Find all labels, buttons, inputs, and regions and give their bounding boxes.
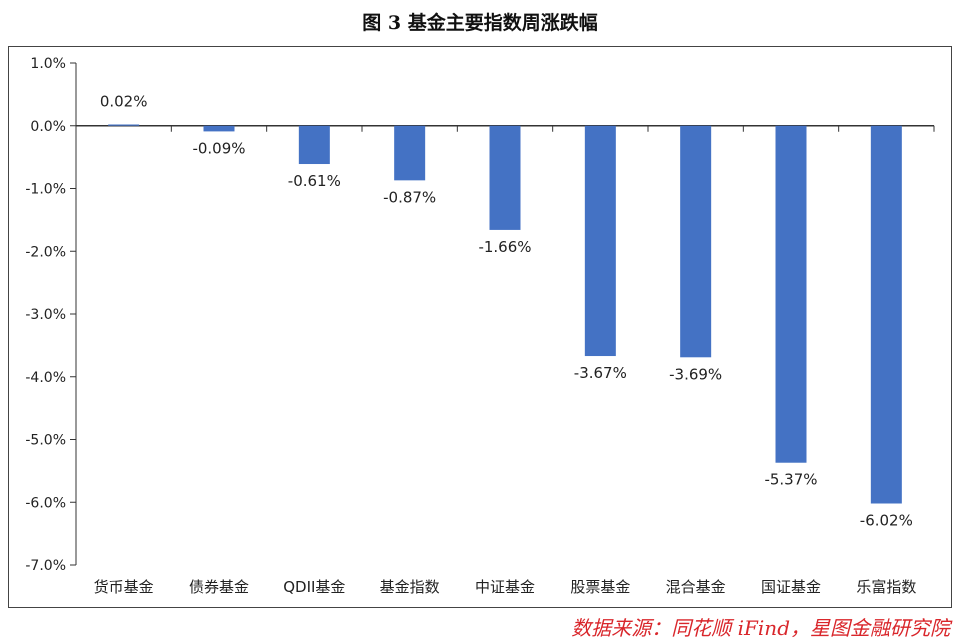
data-label: -0.61%: [288, 172, 341, 190]
category-label: 货币基金: [94, 578, 154, 596]
bar: [108, 124, 140, 126]
data-label: -0.87%: [383, 188, 436, 206]
category-label: 基金指数: [380, 578, 440, 596]
category-label: 混合基金: [666, 578, 726, 596]
y-tick-label: 0.0%: [30, 119, 66, 135]
category-label: 中证基金: [475, 578, 535, 596]
y-tick-label: 1.0%: [30, 56, 66, 72]
data-label: -6.02%: [860, 512, 913, 530]
y-tick-label: -6.0%: [25, 495, 66, 511]
category-label: 股票基金: [570, 578, 630, 596]
chart-title: 图 3 基金主要指数周涨跌幅: [362, 12, 598, 34]
category-label: 国证基金: [761, 578, 821, 596]
data-label: -3.69%: [669, 365, 722, 383]
data-label: -1.66%: [478, 238, 531, 256]
category-label: QDII基金: [283, 578, 345, 596]
bar: [298, 125, 330, 165]
data-label: -0.09%: [192, 139, 245, 157]
y-tick-label: -3.0%: [25, 307, 66, 323]
y-tick-label: -1.0%: [25, 182, 66, 198]
bar: [584, 125, 616, 357]
category-label: 乐富指数: [856, 578, 916, 596]
data-label: -5.37%: [764, 471, 817, 489]
data-label: 0.02%: [100, 92, 148, 110]
category-label: 债券基金: [189, 578, 249, 596]
bar: [775, 125, 807, 463]
y-tick-label: -5.0%: [25, 433, 66, 449]
chart-frame: [8, 46, 952, 608]
y-tick-label: -4.0%: [25, 370, 66, 386]
y-tick-label: -2.0%: [25, 244, 66, 260]
source-note: 数据来源：同花顺 iFind，星图金融研究院: [571, 616, 950, 640]
y-tick-label: -7.0%: [25, 558, 66, 574]
bar: [680, 125, 712, 358]
bar: [394, 125, 426, 181]
data-label: -3.67%: [574, 364, 627, 382]
bar: [489, 125, 521, 230]
bar: [203, 125, 235, 132]
bar: [870, 125, 902, 504]
